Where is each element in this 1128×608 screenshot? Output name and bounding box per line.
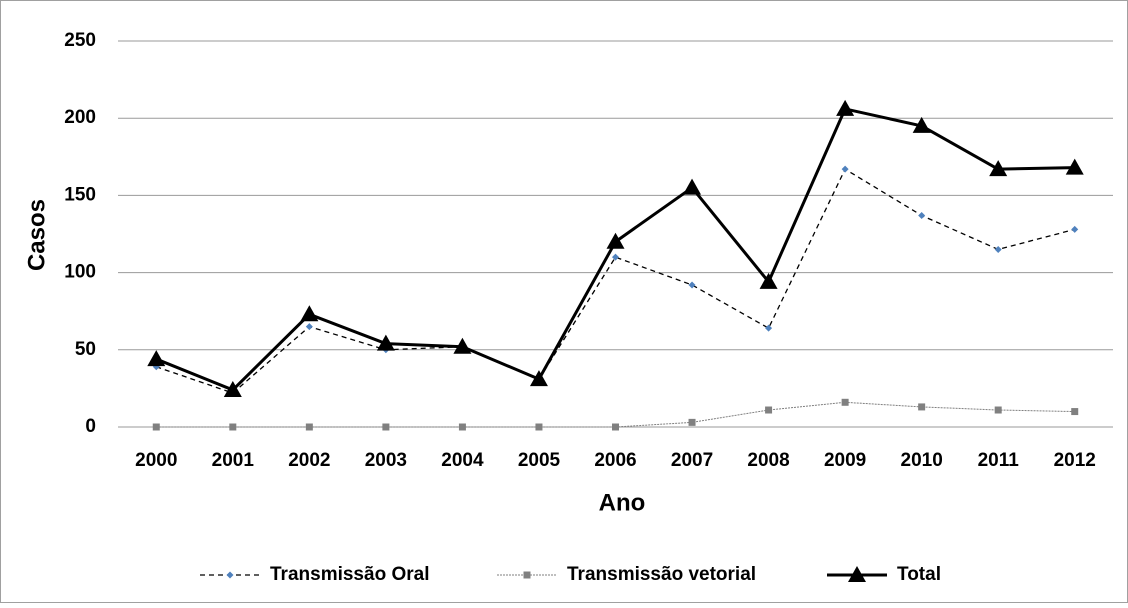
x-tick-label: 2007 xyxy=(671,450,713,471)
legend-marker xyxy=(226,571,234,579)
x-tick-label: 2006 xyxy=(594,450,636,471)
y-tick-label: 0 xyxy=(85,416,96,437)
data-point xyxy=(688,418,696,426)
y-tick-label: 50 xyxy=(75,339,96,360)
data-point xyxy=(612,253,619,261)
x-tick-label: 2004 xyxy=(441,450,484,471)
y-tick-label: 100 xyxy=(64,262,96,283)
data-point xyxy=(152,423,160,431)
data-point xyxy=(759,272,778,289)
data-point xyxy=(612,423,619,431)
data-point xyxy=(305,323,313,331)
data-point xyxy=(458,423,466,431)
x-tick-label: 2009 xyxy=(824,450,866,471)
data-point xyxy=(1065,158,1084,175)
x-tick-label: 2005 xyxy=(518,450,561,471)
y-tick-label: 250 xyxy=(64,30,96,51)
data-point xyxy=(836,99,855,116)
y-tick-label: 150 xyxy=(64,184,96,205)
data-point xyxy=(223,380,242,397)
x-tick-label: 2002 xyxy=(288,450,330,471)
data-point xyxy=(229,423,237,431)
x-tick-label: 2011 xyxy=(978,450,1020,471)
y-tick-label: 200 xyxy=(64,107,96,128)
data-point xyxy=(841,165,849,173)
data-point xyxy=(300,305,319,322)
legend-label: Transmissão vetorial xyxy=(567,564,756,585)
data-point xyxy=(912,116,931,133)
data-point xyxy=(1071,225,1079,233)
x-tick-label: 2010 xyxy=(901,450,943,471)
data-point xyxy=(989,160,1008,177)
data-point xyxy=(305,423,313,431)
y-axis-title: Casos xyxy=(23,199,50,271)
legend-marker xyxy=(848,566,866,582)
legend-label: Total xyxy=(897,564,941,585)
data-point xyxy=(683,178,702,195)
x-tick-label: 2000 xyxy=(135,450,177,471)
legend-marker xyxy=(523,571,531,579)
data-point xyxy=(529,370,548,387)
data-point xyxy=(382,423,390,431)
x-tick-label: 2008 xyxy=(747,450,789,471)
x-tick-label: 2003 xyxy=(365,450,407,471)
data-point xyxy=(841,398,849,406)
data-point xyxy=(376,334,395,351)
data-point xyxy=(688,281,696,289)
data-point xyxy=(1071,408,1079,416)
data-point xyxy=(994,245,1002,253)
data-point xyxy=(453,337,472,354)
data-point xyxy=(994,406,1002,414)
data-point xyxy=(918,211,926,219)
data-point xyxy=(606,232,625,249)
x-axis-title: Ano xyxy=(599,489,646,516)
legend-label: Transmissão Oral xyxy=(270,564,429,585)
data-point xyxy=(765,324,773,332)
data-point xyxy=(147,350,166,367)
data-point xyxy=(535,423,543,431)
data-point xyxy=(765,406,773,414)
data-point xyxy=(918,403,926,411)
x-tick-label: 2012 xyxy=(1054,450,1096,471)
x-tick-label: 2001 xyxy=(212,450,255,471)
